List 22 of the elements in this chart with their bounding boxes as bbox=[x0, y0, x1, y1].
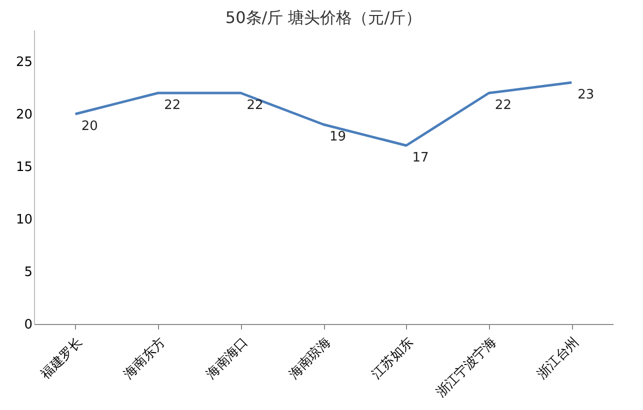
data-label: 23 bbox=[578, 88, 594, 102]
y-tick-label: 25 bbox=[16, 55, 32, 70]
data-label: 17 bbox=[412, 150, 429, 166]
x-tick-label: 江苏如东 bbox=[369, 334, 417, 382]
y-tick-label: 15 bbox=[16, 160, 32, 175]
x-tick-label: 福建罗长 bbox=[38, 334, 86, 382]
x-tick-label: 海南海口 bbox=[204, 334, 252, 382]
y-tick-label: 0 bbox=[24, 318, 32, 332]
x-tick-label: 海南琼海 bbox=[286, 334, 334, 382]
x-tick-label: 浙江宁波宁海 bbox=[432, 334, 500, 401]
data-label: 22 bbox=[164, 98, 181, 113]
line-series bbox=[74, 81, 573, 147]
data-label: 22 bbox=[494, 98, 512, 113]
y-tick-label: 10 bbox=[16, 212, 32, 228]
chart-title: 50条/斤 塘头价格（元/斤） bbox=[225, 8, 422, 27]
data-label: 22 bbox=[246, 98, 264, 113]
x-tick-label: 海南东方 bbox=[120, 334, 168, 382]
x-tick-label: 浙江台州 bbox=[534, 334, 582, 382]
data-label: 20 bbox=[81, 119, 98, 134]
y-tick-label: 20 bbox=[16, 108, 32, 122]
y-tick-label: 5 bbox=[24, 265, 32, 280]
data-label: 19 bbox=[330, 130, 346, 144]
